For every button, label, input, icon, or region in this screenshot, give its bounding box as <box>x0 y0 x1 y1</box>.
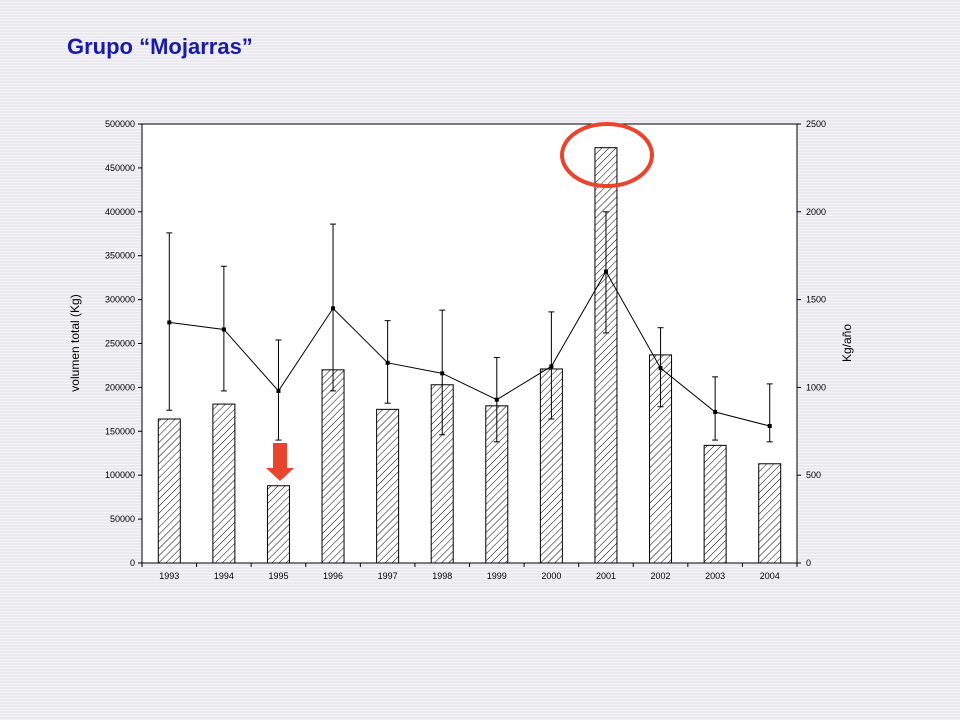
y-right-tick-label: 0 <box>806 558 811 568</box>
line-point-1999 <box>494 397 499 402</box>
left-axis: 0 50000 100000 150000 200000 250000 300000 3500… <box>105 119 142 568</box>
x-tick-label: 2000 <box>541 571 561 581</box>
line-point-1995 <box>276 388 281 393</box>
line-point-2001 <box>603 269 608 274</box>
bars-group <box>157 147 782 564</box>
y-tick-label: 400000 <box>105 207 135 217</box>
line-series-group <box>167 269 772 429</box>
line-point-1994 <box>221 327 226 332</box>
line-point-1996 <box>331 306 336 311</box>
x-tick-label: 2002 <box>651 571 671 581</box>
line-point-2000 <box>549 364 554 369</box>
x-tick-label: 1996 <box>323 571 343 581</box>
y-axis-right-title: Kg/año <box>840 324 854 362</box>
y-right-tick-label: 500 <box>806 470 821 480</box>
bar-1994 <box>212 403 236 564</box>
y-tick-label: 50000 <box>110 514 135 524</box>
x-tick-label: 1993 <box>159 571 179 581</box>
bar-2003 <box>703 444 727 564</box>
right-axis: 0 500 1000 1500 2000 2500 <box>797 119 826 568</box>
y-right-tick-label: 1500 <box>806 295 826 305</box>
line-point-1993 <box>167 320 172 325</box>
x-tick-label: 2001 <box>596 571 616 581</box>
line-point-1997 <box>385 360 390 365</box>
bar-1996 <box>321 369 345 564</box>
bar-2001 <box>594 147 618 564</box>
x-axis: 1993 1994 1995 1996 1997 1998 1999 2000 2001 2002… <box>141 563 798 581</box>
line-series <box>169 270 770 427</box>
line-point-2004 <box>767 424 772 429</box>
y-tick-label: 350000 <box>105 251 135 261</box>
plot-area <box>141 123 798 564</box>
y-tick-label: 200000 <box>105 382 135 392</box>
y-tick-label: 500000 <box>105 119 135 129</box>
y-tick-label: 100000 <box>105 470 135 480</box>
x-tick-label: 2004 <box>760 571 780 581</box>
y-tick-label: 0 <box>130 558 135 568</box>
bar-1993 <box>157 418 181 564</box>
slide-title: Grupo “Mojarras” <box>67 34 253 59</box>
y-right-tick-label: 1000 <box>806 382 826 392</box>
y-right-tick-label: 2000 <box>806 207 826 217</box>
bar-2004 <box>758 463 782 564</box>
down-arrow-icon <box>266 443 294 481</box>
y-tick-label: 250000 <box>105 339 135 349</box>
bar-1997 <box>376 408 400 564</box>
x-tick-label: 1998 <box>432 571 452 581</box>
y-axis-title: volumen total (Kg) <box>68 294 82 391</box>
x-tick-label: 1997 <box>378 571 398 581</box>
y-tick-label: 300000 <box>105 295 135 305</box>
x-tick-label: 1994 <box>214 571 234 581</box>
x-tick-label: 1995 <box>268 571 288 581</box>
x-tick-label: 2003 <box>705 571 725 581</box>
y-tick-label: 450000 <box>105 163 135 173</box>
bar-1995 <box>266 485 290 564</box>
line-point-2003 <box>713 409 718 414</box>
line-point-1998 <box>440 371 445 376</box>
y-right-tick-label: 2500 <box>806 119 826 129</box>
highlight-circle <box>560 122 654 188</box>
x-tick-label: 1999 <box>487 571 507 581</box>
line-point-2002 <box>658 366 663 371</box>
y-tick-label: 150000 <box>105 426 135 436</box>
